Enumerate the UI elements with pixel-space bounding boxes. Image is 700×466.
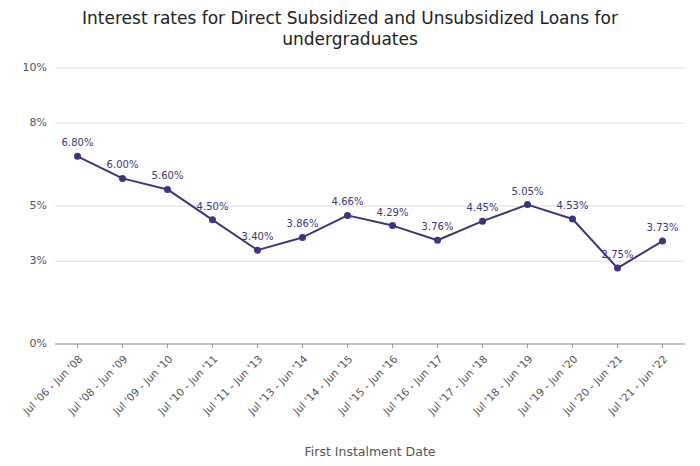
title: Interest rates for Direct Subsidized and… xyxy=(82,8,618,49)
x-tick xyxy=(572,344,573,348)
x-tick xyxy=(482,344,483,348)
data-label: 4.50% xyxy=(197,201,229,212)
point xyxy=(659,238,666,245)
x-tick xyxy=(662,344,663,348)
data-label: 2.75% xyxy=(602,249,634,260)
data-label: 5.05% xyxy=(512,186,544,197)
data-label: 3.73% xyxy=(647,222,679,233)
point xyxy=(209,216,216,223)
point xyxy=(389,222,396,229)
title-line: Interest rates for Direct Subsidized and… xyxy=(82,8,618,28)
data-label: 3.86% xyxy=(287,218,319,229)
line xyxy=(78,156,663,268)
data-label: 6.80% xyxy=(62,137,94,148)
point xyxy=(614,265,621,272)
x-tick xyxy=(167,344,168,348)
data-label: 5.60% xyxy=(152,170,184,181)
x-tick xyxy=(302,344,303,348)
y-tick-label: 0% xyxy=(30,337,47,350)
x-axis-line xyxy=(55,344,685,345)
y-tick-label: 3% xyxy=(30,254,47,267)
grid-line xyxy=(55,261,685,262)
x-tick xyxy=(212,344,213,348)
x-tick xyxy=(122,344,123,348)
x-tick-label: Jul '21 - Jun '22 xyxy=(605,353,670,418)
data-label: 4.29% xyxy=(377,207,409,218)
x-axis: Jul '06 - Jun '08Jul '08 - Jun '09Jul '0… xyxy=(20,344,685,417)
title-line: undergraduates xyxy=(282,29,418,49)
point xyxy=(479,218,486,225)
chart-svg: 0% 3% 5% 8% 10% Jul '06 - Jun '08Jul '08 - Ju… xyxy=(0,0,700,466)
point xyxy=(344,212,351,219)
y-grid xyxy=(55,68,685,344)
point xyxy=(524,201,531,208)
point xyxy=(569,215,576,222)
point xyxy=(254,247,261,254)
x-tick xyxy=(347,344,348,348)
point xyxy=(434,237,441,244)
series xyxy=(74,153,666,272)
point xyxy=(164,186,171,193)
y-axis: 0% 3% 5% 8% 10% xyxy=(23,61,47,350)
x-tick xyxy=(617,344,618,348)
y-tick-label: 5% xyxy=(30,199,47,212)
point xyxy=(299,234,306,241)
data-label: 3.76% xyxy=(422,221,454,232)
data-label: 3.40% xyxy=(242,231,274,242)
grid-line xyxy=(55,344,685,345)
x-axis-label: First Instalment Date xyxy=(305,444,436,459)
grid-line xyxy=(55,123,685,124)
x-tick xyxy=(257,344,258,348)
grid-line xyxy=(55,68,685,69)
y-tick-label: 10% xyxy=(23,61,47,74)
y-tick-label: 8% xyxy=(30,116,47,129)
data-label: 4.45% xyxy=(467,202,499,213)
x-tick xyxy=(437,344,438,348)
data-label: 4.53% xyxy=(557,200,589,211)
x-tick xyxy=(77,344,78,348)
x-tick xyxy=(527,344,528,348)
data-label: 6.00% xyxy=(107,159,139,170)
grid-line xyxy=(55,206,685,207)
x-tick xyxy=(392,344,393,348)
point xyxy=(119,175,126,182)
data-labels: 6.80% 6.00% 5.60% 4.50% 3.40% 3.86% 4.66% 4.29%… xyxy=(62,137,679,260)
data-label: 4.66% xyxy=(332,196,364,207)
chart-container: 0% 3% 5% 8% 10% Jul '06 - Jun '08Jul '08 - Ju… xyxy=(0,0,700,466)
point xyxy=(74,153,81,160)
